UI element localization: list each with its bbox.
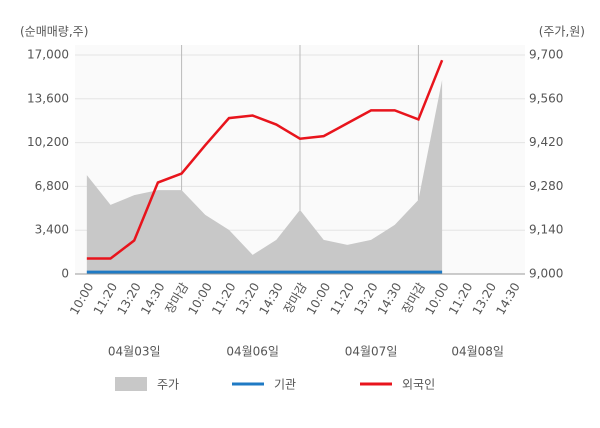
y2-tick-label: 9,560 [529,91,563,105]
y-tick-label: 6,800 [35,179,69,193]
price-area [86,80,443,275]
y-tick-label: 0 [61,267,69,281]
y2-tick-label: 9,420 [529,135,563,149]
date-label: 04월07일 [345,345,398,359]
y2-tick-label: 9,280 [529,179,563,193]
series-line [86,59,444,260]
date-label: 04월03일 [108,345,161,359]
legend-label: 외국인 [402,378,435,392]
y-axis-label: (순매매량,주) [20,25,88,39]
y2-tick-label: 9,700 [529,48,563,62]
date-label: 04월08일 [451,345,504,359]
y-tick-label: 17,000 [27,48,69,62]
x-tick-label: 14:30 [138,280,167,317]
legend-label: 기관 [274,378,296,392]
legend-label: 주가 [157,378,179,392]
legend-swatch [115,377,147,391]
y2-tick-label: 9,000 [529,267,563,281]
y-tick-label: 10,200 [27,135,69,149]
x-tick-label: 14:30 [375,280,404,317]
y2-tick-label: 9,140 [529,223,563,237]
x-tick-label: 14:30 [493,280,522,317]
y2-axis-label: (주가,원) [539,25,585,39]
y-tick-label: 3,400 [35,223,69,237]
x-tick-label: 14:30 [257,280,286,317]
date-label: 04월06일 [226,345,279,359]
y-tick-label: 13,600 [27,91,69,105]
